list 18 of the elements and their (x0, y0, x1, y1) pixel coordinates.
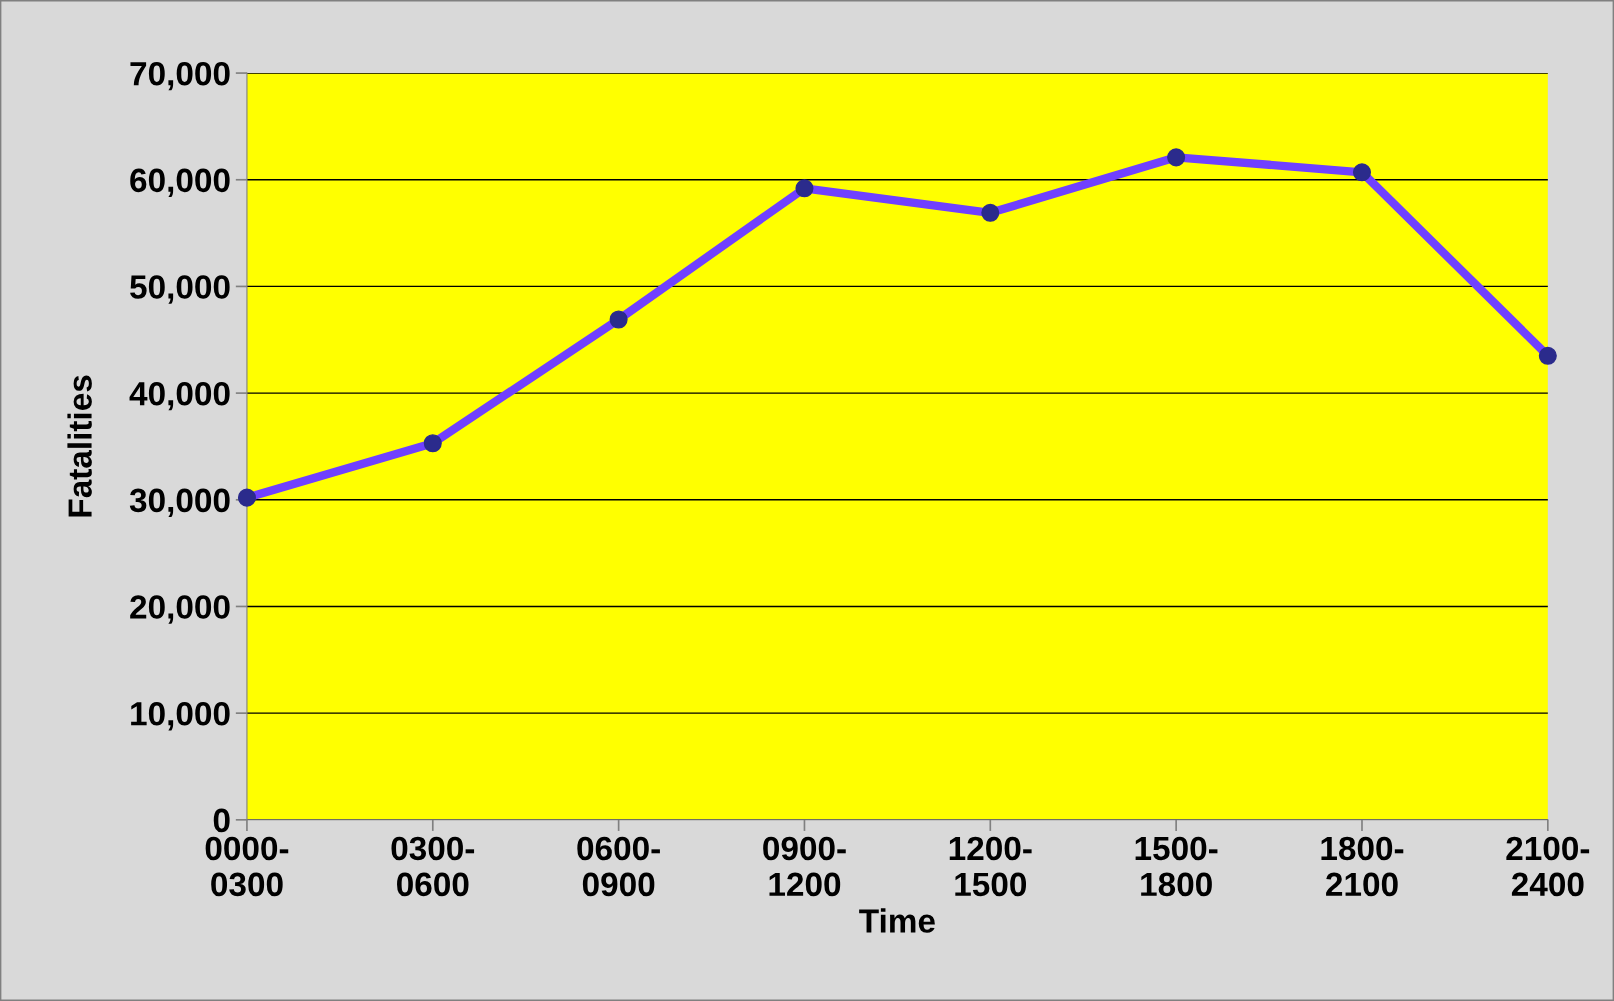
y-tick-label: 10,000 (131, 701, 230, 731)
x-tick-label: 1200- 1500 (949, 836, 1032, 897)
x-axis-title: Time (859, 908, 935, 933)
x-tick-label: 1800- 2100 (1321, 836, 1404, 897)
y-axis-title: Fatalities (67, 375, 92, 517)
y-tick-label: 40,000 (129, 381, 230, 411)
x-tick-label: 2100- 2400 (1506, 836, 1590, 897)
x-tick-label: 0900- 1200 (763, 836, 846, 897)
y-tick-label: 50,000 (130, 275, 230, 304)
y-tick-label: 70,000 (130, 61, 230, 91)
x-tick-label: 0300- 0600 (391, 836, 475, 897)
y-tick-label: 60,000 (130, 168, 230, 197)
y-tick-label: 30,000 (129, 488, 230, 518)
y-tick-label: 20,000 (130, 595, 230, 624)
x-tick-label: 0000- 0300 (205, 836, 289, 897)
x-tick-label: 0600- 0900 (577, 836, 660, 897)
x-tick-label: 1500- 1800 (1135, 836, 1218, 897)
y-tick-label: 0 (213, 808, 230, 833)
